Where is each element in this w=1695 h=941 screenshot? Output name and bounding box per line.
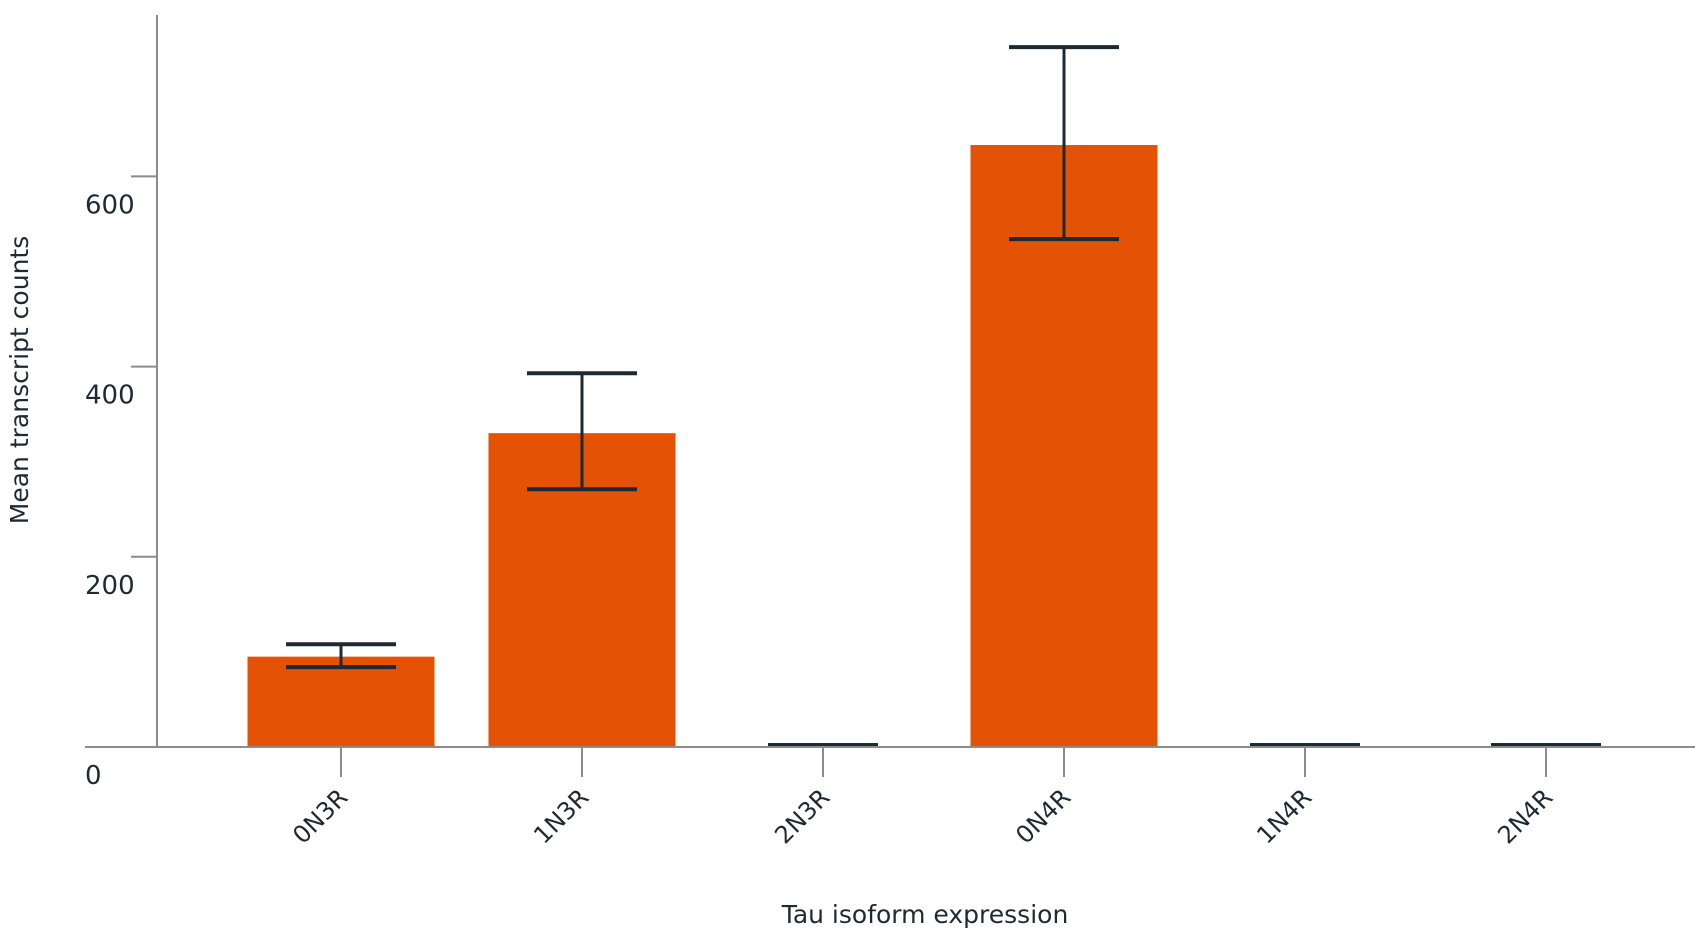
x-tick-label: 0N4R: [1010, 783, 1076, 849]
x-tick-label: 0N3R: [287, 783, 353, 849]
error-bars: [286, 45, 1601, 748]
x-tick-label: 2N4R: [1492, 783, 1558, 849]
x-tick-label: 2N3R: [769, 783, 835, 849]
bar-0N3R: [247, 656, 435, 747]
bar-0N4R: [970, 145, 1158, 748]
x-axis: 0N3R 1N3R 2N3R 0N4R 1N4R 2N4R: [157, 746, 1695, 849]
y-tick-label: 0: [85, 761, 102, 791]
y-tick-label: 200: [85, 571, 135, 601]
y-tick-label: 600: [85, 190, 135, 220]
y-axis-title: Mean transcript counts: [5, 236, 34, 524]
x-axis-title: Tau isoform expression: [781, 900, 1069, 929]
x-tick-label: 1N3R: [528, 783, 594, 849]
y-tick-label: 400: [85, 381, 135, 411]
y-axis: 0 200 400 600: [85, 15, 158, 791]
bars: [247, 145, 1158, 748]
x-tick-label: 1N4R: [1251, 783, 1317, 849]
